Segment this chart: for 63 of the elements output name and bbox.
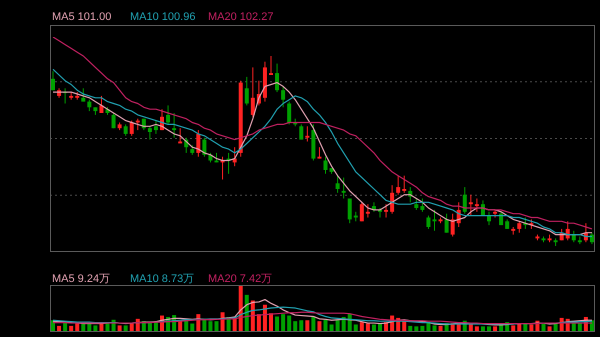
candlestick	[172, 112, 176, 138]
bar	[287, 316, 292, 332]
candlestick	[462, 186, 467, 214]
candlestick	[487, 211, 491, 226]
candlestick	[81, 88, 86, 102]
candlestick	[324, 156, 328, 174]
candlestick	[214, 152, 218, 163]
candlestick	[450, 213, 455, 237]
candlestick	[148, 126, 152, 140]
text: MA10 100.96	[130, 11, 196, 23]
candlestick	[281, 86, 286, 108]
candlestick	[154, 120, 158, 134]
candlestick	[202, 137, 206, 158]
candlestick	[51, 70, 55, 91]
candlestick	[505, 218, 510, 230]
candlestick	[354, 211, 358, 222]
bar	[311, 316, 316, 332]
candlestick	[287, 101, 292, 125]
candlestick	[499, 211, 504, 226]
candlestick	[414, 198, 418, 210]
candlestick	[130, 120, 134, 136]
bar	[281, 314, 286, 332]
text: MA5 9.24万	[52, 272, 112, 286]
candlestick	[378, 208, 382, 218]
candlestick	[244, 76, 249, 106]
candlestick	[572, 230, 576, 243]
candlestick	[275, 63, 280, 93]
candlestick	[342, 177, 346, 199]
bar	[324, 320, 328, 332]
text: MA20 7.42万	[208, 272, 274, 286]
candlestick	[124, 124, 128, 136]
candlestick	[250, 66, 255, 118]
text: MA20 102.27	[208, 11, 274, 23]
candlestick	[99, 95, 104, 114]
bar	[275, 316, 280, 332]
candlestick	[360, 202, 364, 222]
candlestick	[474, 198, 479, 212]
candlestick	[426, 215, 430, 230]
candlestick	[402, 175, 406, 194]
bar	[317, 321, 322, 332]
candlestick	[336, 175, 340, 194]
text: MA10 8.73万	[130, 272, 196, 286]
candlestick	[396, 175, 400, 196]
candlestick	[112, 112, 116, 129]
candlestick	[299, 124, 304, 140]
candlestick	[136, 118, 140, 131]
candlestick	[444, 213, 449, 234]
candlestick	[196, 130, 200, 158]
candlestick	[420, 198, 424, 212]
candlestick	[269, 56, 273, 76]
candlestick	[348, 198, 352, 224]
candlestick	[432, 209, 436, 232]
candlestick	[166, 104, 170, 125]
bar	[148, 323, 152, 332]
bar	[293, 321, 298, 332]
bar	[214, 321, 218, 332]
candlestick	[190, 144, 194, 156]
candlestick	[517, 220, 522, 234]
bar	[208, 321, 212, 332]
candlestick	[87, 99, 92, 112]
candlestick	[384, 204, 388, 218]
candlestick	[178, 128, 182, 144]
text: MA5 101.00	[52, 11, 112, 23]
